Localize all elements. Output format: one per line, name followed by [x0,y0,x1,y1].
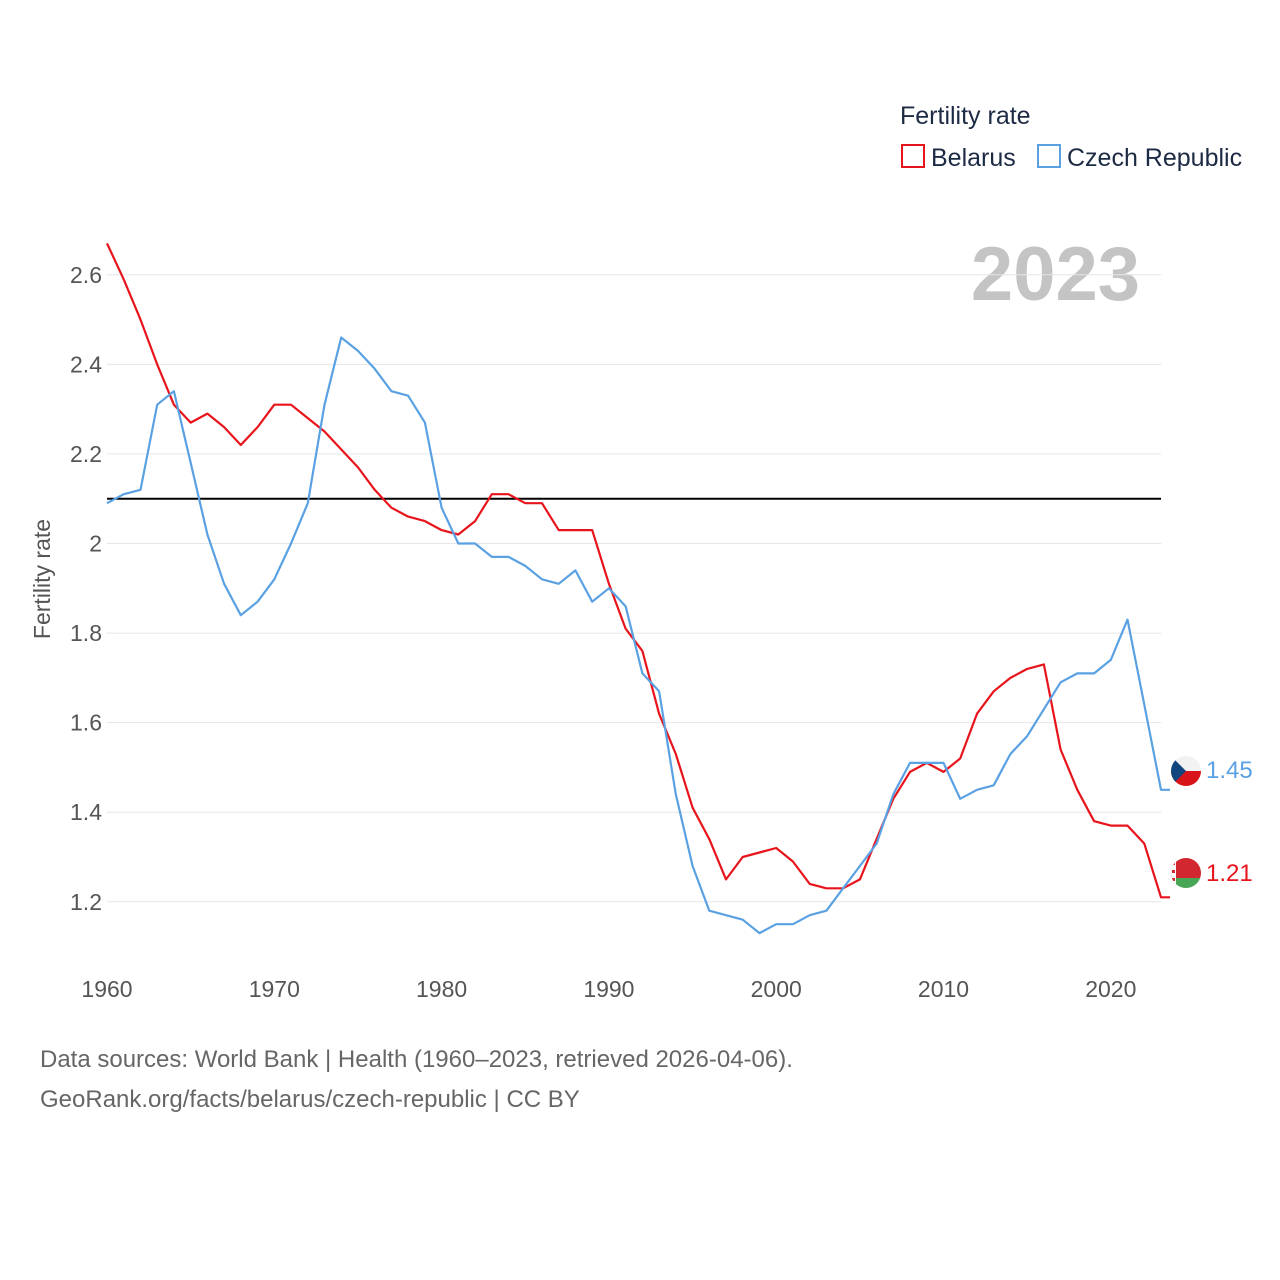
series-line-belarus[interactable] [106,242,1170,899]
x-tick-label: 2010 [918,976,969,1002]
y-tick-label: 2.2 [70,441,102,467]
y-tick-label: 1.6 [70,710,102,736]
legend-title: Fertility rate [900,102,1031,130]
y-tick-label: 1.2 [70,889,102,915]
footer-sources: Data sources: World Bank | Health (1960–… [40,1046,793,1073]
y-tick-label: 2.6 [70,262,102,288]
belarus-flag-icon [1171,858,1201,888]
czech-republic-flag-icon [1171,756,1201,786]
y-tick-label: 1.8 [70,620,102,646]
x-tick-label: 1990 [583,976,634,1002]
x-tick-label: 1970 [249,976,300,1002]
footer-link[interactable]: GeoRank.org/facts/belarus/czech-republic… [40,1086,580,1113]
x-tick-label: 2020 [1085,976,1136,1002]
y-axis-label: Fertility rate [29,519,55,639]
x-tick-label: 1980 [416,976,467,1002]
x-tick-label: 1960 [81,976,132,1002]
legend-label-belarus[interactable]: Belarus [931,144,1016,172]
y-axis-ticks: 1.2 1.4 1.6 1.8 2 2.2 2.4 2.6 [70,262,102,915]
end-value-belarus: 1.21 [1206,860,1253,887]
series-line-czech-republic[interactable] [106,336,1170,935]
y-tick-label: 1.4 [70,799,102,825]
y-tick-label: 2.4 [70,351,102,377]
end-value-czech-republic: 1.45 [1206,757,1253,784]
legend-swatch-belarus[interactable] [901,144,925,168]
series-lines [106,242,1170,935]
legend-label-czech-republic[interactable]: Czech Republic [1067,144,1242,172]
x-tick-label: 2000 [751,976,802,1002]
fertility-rate-chart: Fertility rate Belarus Czech Republic 20… [29,102,1253,1002]
x-axis-ticks: 1960 1970 1980 1990 2000 2010 2020 [81,976,1136,1002]
y-tick-label: 2 [89,530,102,556]
gridlines [107,274,1161,903]
legend-swatch-czech-republic[interactable] [1037,144,1061,168]
